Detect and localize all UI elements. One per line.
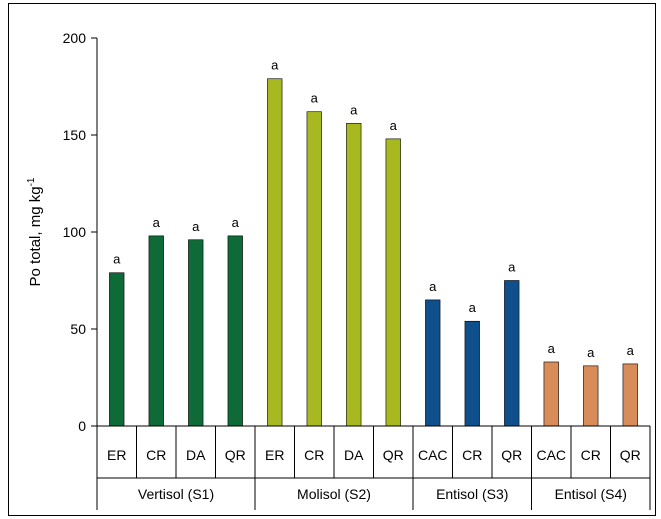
data-label: a	[469, 300, 477, 315]
y-tick-label: 150	[63, 127, 87, 143]
data-label: a	[508, 260, 516, 275]
bar	[385, 138, 401, 427]
x-tick-label: ER	[107, 447, 126, 463]
data-label: a	[350, 102, 358, 117]
x-tick-label: CR	[462, 447, 482, 463]
data-label: a	[429, 279, 437, 294]
x-tick-label: QR	[620, 447, 641, 463]
x-group-label: Entisol (S4)	[555, 486, 627, 502]
bar	[622, 363, 638, 427]
data-label: a	[627, 343, 635, 358]
bar	[306, 111, 322, 427]
data-label: a	[311, 91, 319, 106]
y-axis-title: Po total, mg kg-1	[26, 177, 44, 286]
x-tick-label: CAC	[536, 447, 566, 463]
data-label: a	[548, 341, 556, 356]
bar	[425, 299, 441, 427]
x-tick-label: DA	[344, 447, 364, 463]
y-tick-label: 0	[78, 418, 86, 434]
x-tick-label: QR	[501, 447, 522, 463]
data-label: a	[153, 215, 161, 230]
x-axis: ER CR DA QR Vertisol (S1) ER CR DA QR Molisol (S2…	[96, 425, 651, 510]
x-tick-label: CAC	[418, 447, 448, 463]
bar	[346, 123, 362, 427]
bar	[109, 272, 125, 427]
x-tick-label: CR	[304, 447, 324, 463]
chart-frame	[8, 3, 656, 516]
y-tick-label: 50	[70, 321, 86, 337]
x-tick-label: ER	[265, 447, 284, 463]
data-label: a	[192, 219, 200, 234]
x-tick-label: CR	[581, 447, 601, 463]
data-label: a	[271, 58, 279, 73]
bar	[148, 235, 164, 427]
y-axis: 0 50 100 150 200	[63, 30, 98, 434]
x-tick-label: QR	[225, 447, 246, 463]
y-tick-label: 200	[63, 30, 87, 46]
x-group-label: Molisol (S2)	[297, 486, 371, 502]
bar	[583, 365, 599, 427]
x-group-label: Entisol (S3)	[436, 486, 508, 502]
data-label: a	[390, 118, 398, 133]
x-group-label: Vertisol (S1)	[138, 486, 214, 502]
bar	[188, 239, 204, 427]
data-label: a	[587, 345, 595, 360]
bar	[543, 361, 559, 427]
x-tick-label: QR	[383, 447, 404, 463]
x-tick-label: CR	[146, 447, 166, 463]
data-label: a	[113, 252, 121, 267]
bar	[464, 320, 480, 427]
bars: a a a a a a a a a a a a a a	[109, 58, 638, 427]
bar	[227, 235, 243, 427]
bar	[504, 280, 520, 427]
y-tick-label: 100	[63, 224, 87, 240]
bar	[267, 78, 283, 427]
y-axis-title-text: Po total, mg kg	[27, 186, 44, 286]
data-label: a	[232, 215, 240, 230]
y-axis-title-superscript: -1	[26, 177, 37, 186]
x-tick-label: DA	[186, 447, 206, 463]
